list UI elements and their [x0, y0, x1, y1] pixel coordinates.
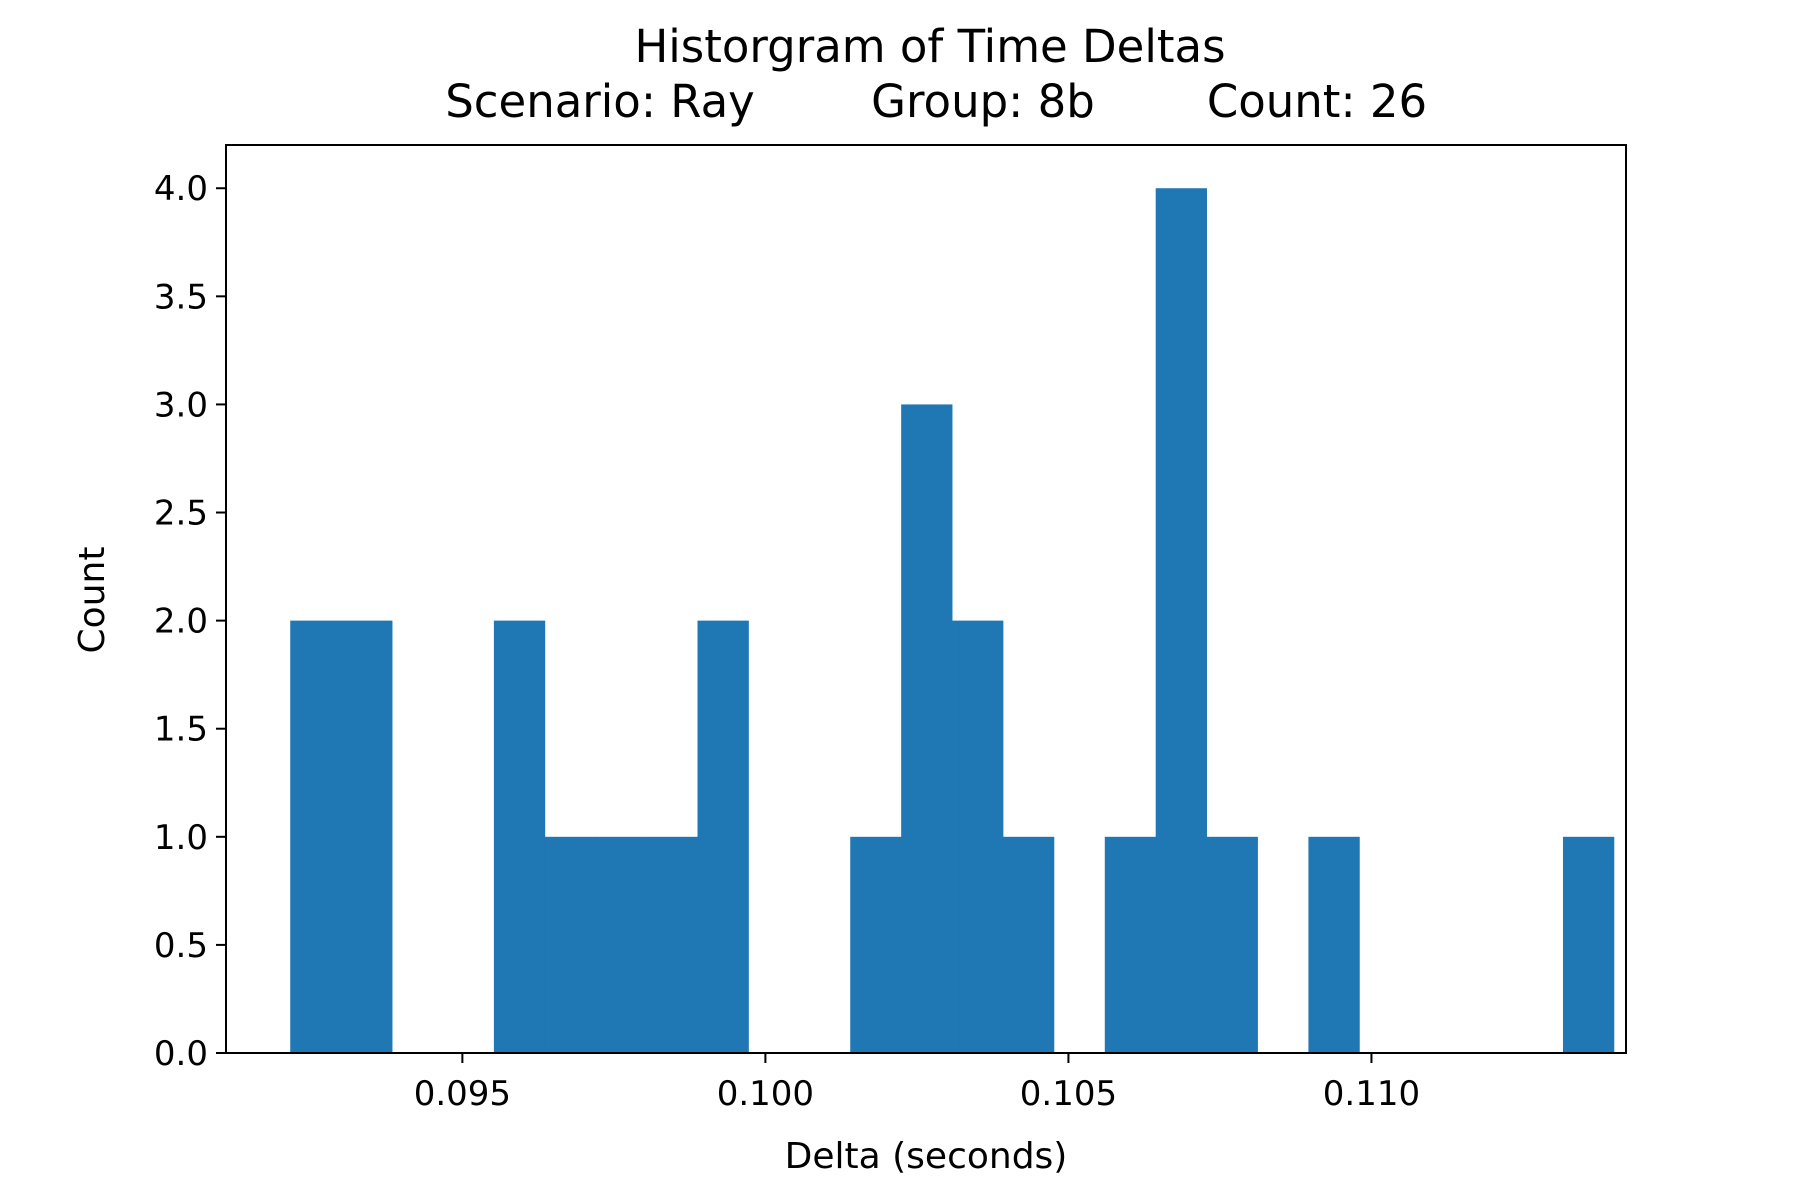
histogram-bar — [493, 620, 546, 1053]
y-tick-label: 2.0 — [154, 602, 208, 642]
chart-subtitle-scenario: Scenario: Ray — [445, 75, 755, 128]
y-tick-label: 3.0 — [154, 385, 208, 425]
histogram-bar — [901, 404, 953, 1053]
chart-subtitle-group: Group: 8b — [871, 75, 1095, 128]
histogram-bar — [1155, 188, 1208, 1053]
histogram-bar — [1206, 836, 1258, 1053]
histogram-bar — [1308, 836, 1360, 1053]
chart-title: Historgram of Time Deltas — [634, 20, 1225, 73]
histogram-bars — [290, 188, 1615, 1053]
plot-area-frame — [225, 144, 1627, 1054]
y-tick-label: 4.0 — [154, 169, 208, 209]
histogram-bar — [697, 620, 749, 1053]
y-axis-ticks: 0.0 0.5 1.0 1.5 2.0 2.5 3.0 3.5 4.0 — [154, 169, 226, 1074]
y-tick-label: 2.5 — [154, 494, 208, 534]
histogram-bar — [1002, 836, 1055, 1053]
y-tick-label: 0.5 — [154, 926, 208, 966]
histogram-bar — [544, 836, 597, 1053]
histogram-bar — [646, 836, 698, 1053]
histogram-bar — [595, 836, 648, 1053]
y-tick-label: 0.0 — [154, 1034, 208, 1074]
histogram-bar — [1104, 836, 1157, 1053]
x-tick-label: 0.095 — [414, 1074, 511, 1114]
x-tick-label: 0.110 — [1323, 1074, 1420, 1114]
y-tick-label: 3.5 — [154, 277, 208, 317]
x-axis-ticks: 0.095 0.100 0.105 0.110 — [414, 1053, 1420, 1114]
histogram-bar — [1562, 836, 1615, 1053]
y-tick-label: 1.0 — [154, 818, 208, 858]
x-tick-label: 0.105 — [1020, 1074, 1117, 1114]
y-tick-label: 1.5 — [154, 710, 208, 750]
histogram-bar — [290, 620, 342, 1053]
histogram-bar — [952, 620, 1004, 1053]
histogram-bar — [341, 620, 393, 1053]
x-axis-label: Delta (seconds) — [785, 1136, 1068, 1177]
y-axis-label: Count — [72, 547, 113, 654]
histogram-bar — [850, 836, 902, 1053]
chart-subtitle-count: Count: 26 — [1207, 75, 1427, 128]
x-tick-label: 0.100 — [717, 1074, 814, 1114]
